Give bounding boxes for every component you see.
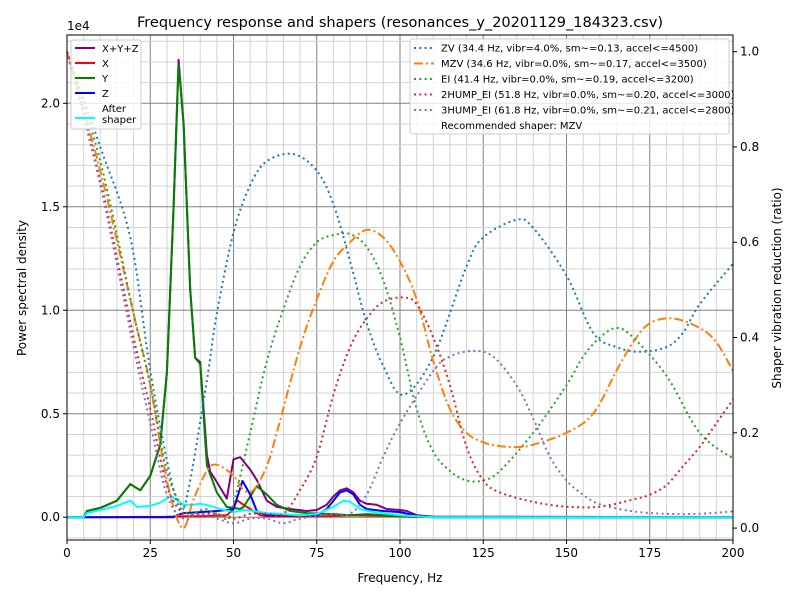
y2-tick-label: 0.6 bbox=[740, 235, 759, 249]
y2-tick-label: 0.4 bbox=[740, 331, 759, 345]
legend-label: shaper bbox=[102, 115, 137, 126]
recommended-shaper-label: Recommended shaper: MZV bbox=[441, 121, 582, 132]
x-tick-label: 0 bbox=[63, 546, 71, 560]
legend-label: EI (41.4 Hz, vibr=0.0%, sm~=0.19, accel<… bbox=[441, 75, 694, 86]
y-offset-label: 1e4 bbox=[67, 19, 90, 33]
legend-label: Y bbox=[101, 74, 109, 85]
axis-ticks: 0 25 50 75 100 125 150 175 200 0.0 0.5 1.0 1.5 2.0 0.0… bbox=[41, 45, 759, 560]
y-tick-label: 1.5 bbox=[41, 200, 60, 214]
x-tick-label: 125 bbox=[472, 546, 495, 560]
shaper-line-ei bbox=[66, 51, 734, 520]
y-axis-label: Power spectral density bbox=[15, 220, 29, 356]
y-tick-label: 0.0 bbox=[41, 510, 60, 524]
x-tick-label: 100 bbox=[389, 546, 412, 560]
shaper-line-2hump_ei bbox=[66, 51, 734, 520]
shaper-legend-box bbox=[409, 38, 730, 135]
shaper-line-mzv bbox=[66, 51, 734, 530]
x-tick-label: 200 bbox=[722, 546, 745, 560]
y-tick-label: 2.0 bbox=[41, 96, 60, 110]
shaper-line-zv bbox=[66, 51, 734, 510]
y2-tick-label: 0.0 bbox=[740, 521, 759, 535]
y-tick-label: 1.0 bbox=[41, 303, 60, 317]
x-tick-label: 75 bbox=[309, 546, 324, 560]
legend-label: X+Y+Z bbox=[102, 44, 139, 55]
legend-label: Z bbox=[102, 89, 109, 100]
y2-tick-label: 0.8 bbox=[740, 140, 759, 154]
x-tick-label: 50 bbox=[226, 546, 241, 560]
psd-line-y bbox=[67, 63, 733, 519]
legend-label: 3HUMP_EI (61.8 Hz, vibr=0.0%, sm~=0.21, … bbox=[441, 106, 735, 117]
shaper-series bbox=[66, 51, 734, 530]
y-tick-label: 0.5 bbox=[41, 407, 60, 421]
legend-label: MZV (34.6 Hz, vibr=0.0%, sm~=0.17, accel… bbox=[441, 59, 707, 70]
y2-axis-label: Shaper vibration reduction (ratio) bbox=[770, 187, 784, 388]
legend-label: ZV (34.4 Hz, vibr=4.0%, sm~=0.13, accel<… bbox=[441, 44, 698, 55]
shaper-legend: ZV (34.4 Hz, vibr=4.0%, sm~=0.13, accel<… bbox=[409, 38, 735, 135]
x-tick-label: 150 bbox=[555, 546, 578, 560]
y2-tick-label: 0.2 bbox=[740, 426, 759, 440]
legend-label: 2HUMP_EI (51.8 Hz, vibr=0.0%, sm~=0.20, … bbox=[441, 90, 735, 101]
x-tick-label: 25 bbox=[143, 546, 158, 560]
x-tick-label: 175 bbox=[638, 546, 661, 560]
chart-title: Frequency response and shapers (resonanc… bbox=[137, 15, 663, 31]
legend-label: After bbox=[102, 104, 127, 115]
psd-line-after-shaper bbox=[67, 495, 733, 519]
x-axis-label: Frequency, Hz bbox=[358, 571, 443, 585]
shaper-line-3hump_ei bbox=[66, 51, 734, 525]
psd-line-x bbox=[66, 499, 734, 519]
legend-label: X bbox=[102, 59, 109, 70]
y2-tick-label: 1.0 bbox=[740, 45, 759, 59]
